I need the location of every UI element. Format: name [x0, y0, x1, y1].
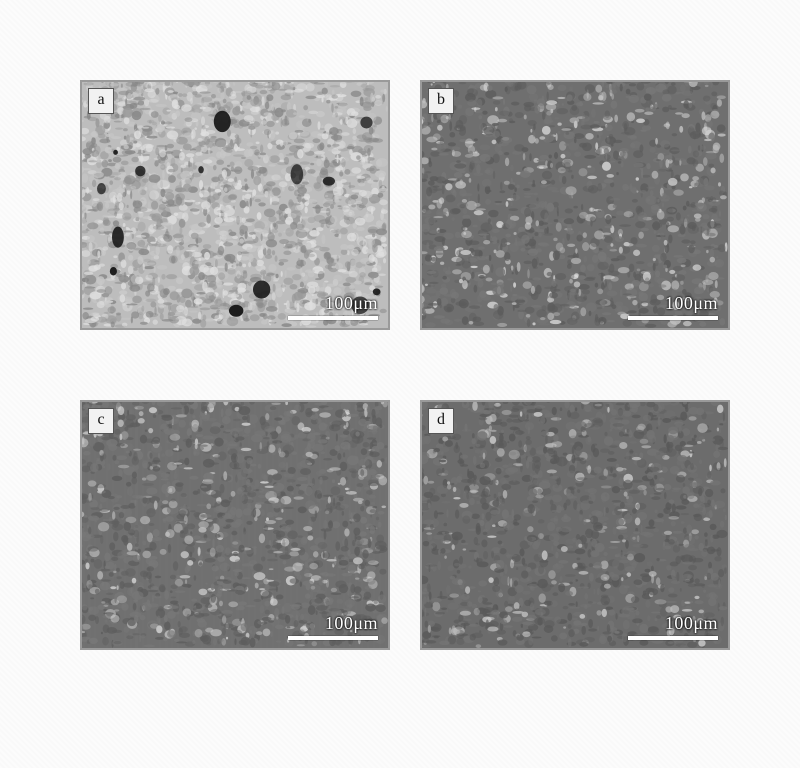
scalebar-line	[288, 636, 378, 640]
panel-label-a: a	[88, 88, 114, 114]
scalebar-text: 100μm	[325, 613, 378, 634]
micrograph-image-d	[422, 402, 728, 648]
scalebar-line	[628, 316, 718, 320]
scalebar-b: 100μm	[628, 293, 718, 320]
scalebar-text: 100μm	[325, 293, 378, 314]
scalebar-c: 100μm	[288, 613, 378, 640]
scalebar-line	[288, 316, 378, 320]
scalebar-text: 100μm	[665, 293, 718, 314]
panel-label-b: b	[428, 88, 454, 114]
figure-canvas: a 100μm b 100μm c 100μm d 100μm	[0, 0, 800, 768]
micrograph-image-b	[422, 82, 728, 328]
micrograph-image-a	[82, 82, 388, 328]
micrograph-panel-d: d 100μm	[420, 400, 730, 650]
micrograph-panel-a: a 100μm	[80, 80, 390, 330]
micrograph-panel-b: b 100μm	[420, 80, 730, 330]
scalebar-a: 100μm	[288, 293, 378, 320]
scalebar-text: 100μm	[665, 613, 718, 634]
micrograph-panel-c: c 100μm	[80, 400, 390, 650]
scalebar-line	[628, 636, 718, 640]
micrograph-image-c	[82, 402, 388, 648]
scalebar-d: 100μm	[628, 613, 718, 640]
panel-label-c: c	[88, 408, 114, 434]
panel-label-d: d	[428, 408, 454, 434]
